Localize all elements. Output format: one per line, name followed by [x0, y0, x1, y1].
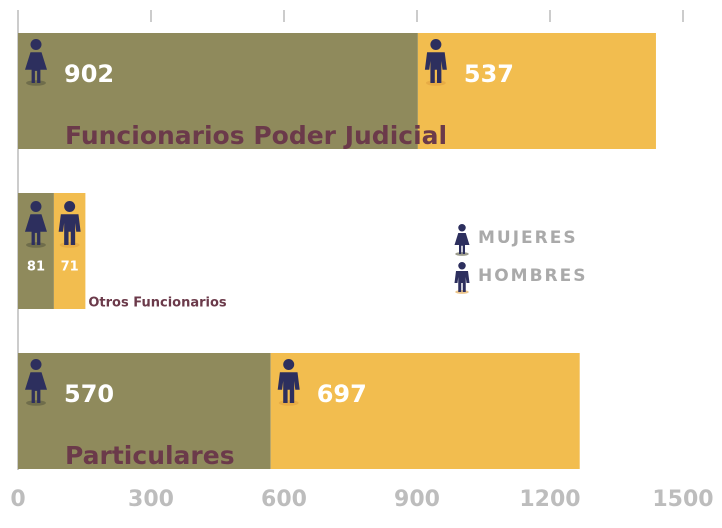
category-label: Otros Funcionarios [88, 296, 227, 311]
value-label: 81 [27, 260, 45, 275]
category-label: Particulares [65, 441, 235, 470]
man-icon [277, 359, 300, 406]
icon-head [64, 201, 76, 212]
icon-shadow [59, 242, 80, 248]
woman-icon [454, 224, 470, 256]
icon-body [25, 52, 47, 83]
icon-head [30, 359, 42, 370]
woman-icon [25, 39, 47, 86]
x-tick-label: 900 [394, 487, 440, 512]
icon-shadow [455, 290, 469, 294]
icon-body [454, 271, 470, 292]
icon-body [424, 52, 447, 83]
x-tick-label: 1200 [519, 487, 580, 512]
bar-segment [53, 193, 86, 309]
x-tick-label: 300 [128, 487, 174, 512]
category-label: Funcionarios Poder Judicial [65, 121, 447, 150]
icon-head [30, 39, 42, 50]
icon-head [30, 201, 42, 212]
man-icon [454, 262, 470, 294]
value-label: 902 [64, 60, 114, 88]
icon-shadow [455, 252, 469, 256]
value-label: 71 [61, 260, 79, 275]
icon-body [58, 214, 81, 245]
bar-segment [18, 353, 271, 469]
woman-icon [24, 201, 47, 248]
icon-body [277, 372, 300, 403]
bar-segment [18, 193, 54, 309]
x-tick-label: 600 [261, 487, 307, 512]
x-tick-label: 0 [10, 487, 25, 512]
man-icon [424, 39, 447, 86]
icon-head [458, 224, 466, 232]
legend-label: MUJERES [478, 228, 578, 248]
icon-shadow [278, 400, 299, 406]
icon-head [283, 359, 295, 370]
value-label: 570 [64, 380, 114, 408]
icon-body [24, 214, 47, 245]
icon-shadow [26, 80, 46, 86]
icon-shadow [26, 242, 46, 248]
x-tick-label: 1500 [652, 487, 713, 512]
icon-shadow [26, 400, 46, 406]
icon-head [458, 262, 466, 270]
value-label: 537 [464, 60, 514, 88]
icon-shadow [425, 80, 446, 86]
bar-segment [270, 353, 580, 469]
man-icon [58, 201, 81, 248]
bar-segment [18, 33, 418, 149]
legend-label: HOMBRES [478, 266, 588, 286]
icon-head [430, 39, 442, 50]
bar-segment [417, 33, 656, 149]
value-label: 697 [317, 380, 367, 408]
icon-body [25, 372, 47, 403]
icon-body [454, 233, 470, 254]
woman-icon [25, 359, 47, 406]
